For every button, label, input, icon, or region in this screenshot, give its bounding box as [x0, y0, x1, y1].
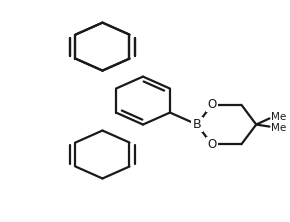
Text: B: B: [193, 118, 201, 131]
Text: Me: Me: [271, 123, 286, 133]
Text: Me: Me: [271, 112, 286, 122]
Text: O: O: [207, 138, 216, 151]
Text: O: O: [207, 98, 216, 111]
